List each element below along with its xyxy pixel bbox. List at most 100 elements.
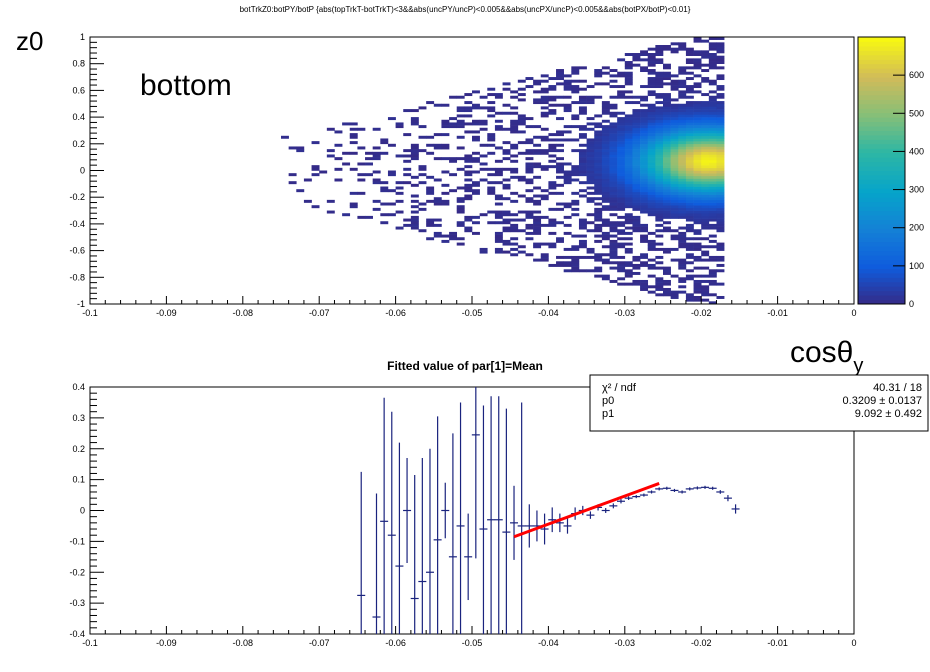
heatmap-cell xyxy=(640,143,649,147)
heatmap-cell xyxy=(540,98,549,102)
heatmap-cell xyxy=(647,127,656,131)
heatmap-cell xyxy=(678,47,687,51)
heatmap-cell xyxy=(632,205,641,209)
heatmap-cell xyxy=(303,178,312,182)
heatmap-cell xyxy=(548,85,557,89)
heatmap-cell xyxy=(640,202,649,206)
heatmap-cell xyxy=(632,271,641,275)
heatmap-cell xyxy=(693,133,702,137)
heatmap-cell xyxy=(303,199,312,203)
heatmap-cell xyxy=(693,106,702,110)
heatmap-cell xyxy=(693,103,702,107)
heatmap-cell xyxy=(594,122,603,126)
heatmap-cell xyxy=(624,138,633,142)
heatmap-cell xyxy=(670,213,679,217)
heatmap-cell xyxy=(701,221,710,225)
heatmap-cell xyxy=(655,223,664,227)
heatmap-cell xyxy=(716,263,725,267)
heatmap-cell xyxy=(624,143,633,147)
heatmap-cell xyxy=(655,50,664,54)
heatmap-cell xyxy=(349,127,358,131)
heatmap-cell xyxy=(372,207,381,211)
heatmap-cell xyxy=(624,218,633,222)
heatmap-cell xyxy=(609,138,618,142)
heatmap-cell xyxy=(663,229,671,233)
heatmap-cell xyxy=(586,186,595,190)
heatmap-cell xyxy=(685,170,694,174)
heatmap-cell xyxy=(372,151,381,155)
heatmap-cell xyxy=(502,197,511,201)
colorbar-step xyxy=(858,192,905,198)
top-x-tick-label: -0.03 xyxy=(615,308,636,318)
heatmap-cell xyxy=(410,157,419,161)
heatmap-cell xyxy=(655,154,664,158)
heatmap-cell xyxy=(640,237,649,241)
heatmap-cell xyxy=(678,138,687,142)
heatmap-cell xyxy=(708,58,717,62)
heatmap-cell xyxy=(449,173,458,177)
heatmap-cell xyxy=(701,205,710,209)
heatmap-cell xyxy=(563,247,572,251)
heatmap-cell xyxy=(624,173,633,177)
heatmap-cell xyxy=(502,103,511,107)
heatmap-cell xyxy=(655,183,664,187)
heatmap-cell xyxy=(663,45,671,48)
heatmap-cell xyxy=(632,202,641,206)
heatmap-cell xyxy=(640,125,649,129)
heatmap-cell xyxy=(632,258,641,262)
heatmap-cell xyxy=(716,247,725,251)
z0-label: z0 xyxy=(16,26,43,56)
heatmap-cell xyxy=(525,253,534,257)
heatmap-cell xyxy=(601,223,610,227)
heatmap-cell xyxy=(693,127,702,131)
heatmap-cell xyxy=(670,82,679,86)
heatmap-cell xyxy=(510,223,519,227)
heatmap-cell xyxy=(716,103,725,107)
heatmap-cell xyxy=(693,290,702,294)
heatmap-cell xyxy=(410,210,419,214)
heatmap-cell xyxy=(716,111,725,115)
heatmap-cell xyxy=(456,157,465,161)
heatmap-cell xyxy=(670,135,679,139)
heatmap-cell xyxy=(624,231,633,235)
heatmap-cell xyxy=(510,226,519,230)
heatmap-cell xyxy=(655,215,664,219)
heatmap-cell xyxy=(571,69,580,73)
data-point xyxy=(387,411,396,634)
heatmap-cell xyxy=(663,119,671,123)
heatmap-cell xyxy=(655,170,664,174)
heatmap-cell xyxy=(578,151,587,155)
heatmap-cell xyxy=(640,234,649,238)
bottom-x-tick-label: -0.09 xyxy=(156,638,177,648)
colorbar-tick-label: 100 xyxy=(909,261,924,271)
top-y-tick-label: -0.6 xyxy=(69,246,85,256)
heatmap-cell xyxy=(487,173,496,177)
heatmap-cell xyxy=(640,69,649,73)
heatmap-cell xyxy=(594,181,603,185)
heatmap-cell xyxy=(464,122,473,126)
heatmap-cell xyxy=(617,119,626,123)
heatmap-cell xyxy=(533,258,542,262)
heatmap-cell xyxy=(609,122,618,126)
heatmap-cell xyxy=(716,87,725,91)
heatmap-cell xyxy=(525,77,534,81)
heatmap-cell xyxy=(456,186,465,190)
heatmap-cell xyxy=(494,247,503,251)
heatmap-cell xyxy=(479,127,488,131)
heatmap-cell xyxy=(594,266,603,270)
heatmap-cell xyxy=(594,189,603,193)
heatmap-cell xyxy=(647,135,656,139)
heatmap-cell xyxy=(632,117,641,121)
heatmap-cell xyxy=(701,213,710,217)
colorbar-step xyxy=(858,37,905,42)
heatmap-cell xyxy=(563,178,572,182)
heatmap-cell xyxy=(571,138,580,142)
heatmap-cell xyxy=(464,109,473,113)
heatmap-cell xyxy=(464,154,473,158)
heatmap-cell xyxy=(624,157,633,161)
heatmap-cell xyxy=(533,186,542,190)
heatmap-cell xyxy=(647,109,656,113)
heatmap-cell xyxy=(701,159,710,163)
heatmap-cell xyxy=(449,234,458,238)
heatmap-cell xyxy=(624,127,633,131)
